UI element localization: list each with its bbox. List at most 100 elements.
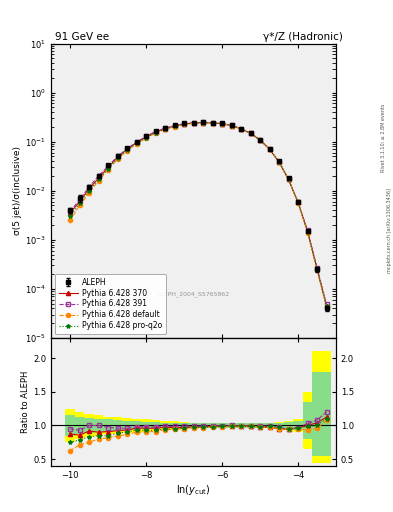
Pythia 6.428 391 [258,137,263,143]
Pythia 6.428 391 [239,125,243,132]
Pythia 6.428 370 [96,175,101,181]
Pythia 6.428 370 [210,120,215,126]
Line: Pythia 6.428 pro-q2o: Pythia 6.428 pro-q2o [68,121,329,308]
Pythia 6.428 pro-q2o [163,126,167,132]
Pythia 6.428 370 [153,129,158,135]
Pythia 6.428 370 [296,199,300,205]
Pythia 6.428 pro-q2o [153,130,158,136]
Pythia 6.428 default [68,217,72,223]
Pythia 6.428 391 [125,145,129,152]
Pythia 6.428 pro-q2o [115,155,120,161]
Pythia 6.428 pro-q2o [96,176,101,182]
Pythia 6.428 default [296,200,300,206]
Pythia 6.428 default [134,141,139,147]
Pythia 6.428 pro-q2o [220,121,224,127]
Pythia 6.428 391 [115,154,120,160]
Pythia 6.428 370 [229,122,234,129]
Pythia 6.428 391 [106,163,110,169]
Pythia 6.428 default [267,146,272,153]
Pythia 6.428 370 [248,130,253,136]
Pythia 6.428 default [77,202,82,208]
Pythia 6.428 391 [96,173,101,179]
Pythia 6.428 pro-q2o [201,120,206,126]
Pythia 6.428 391 [220,120,224,126]
Pythia 6.428 370 [267,146,272,153]
Pythia 6.428 391 [305,227,310,233]
Line: Pythia 6.428 391: Pythia 6.428 391 [68,120,329,307]
Pythia 6.428 370 [286,176,291,182]
Pythia 6.428 pro-q2o [229,122,234,129]
Pythia 6.428 391 [286,176,291,182]
Pythia 6.428 370 [277,159,281,165]
Pythia 6.428 pro-q2o [324,303,329,309]
Pythia 6.428 391 [191,120,196,126]
Pythia 6.428 default [305,229,310,236]
Pythia 6.428 370 [115,154,120,160]
Pythia 6.428 391 [153,129,158,135]
Text: 91 GeV ee: 91 GeV ee [55,32,110,42]
Pythia 6.428 pro-q2o [68,214,72,220]
Pythia 6.428 default [201,120,206,126]
Pythia 6.428 370 [68,210,72,216]
Line: Pythia 6.428 default: Pythia 6.428 default [68,121,329,309]
Pythia 6.428 default [248,130,253,136]
Pythia 6.428 pro-q2o [315,266,320,272]
Pythia 6.428 default [258,137,263,143]
Pythia 6.428 pro-q2o [106,166,110,172]
Pythia 6.428 default [87,190,92,196]
Pythia 6.428 default [239,126,243,132]
Pythia 6.428 370 [324,303,329,309]
Pythia 6.428 391 [315,265,320,271]
Pythia 6.428 370 [77,199,82,205]
Pythia 6.428 370 [87,186,92,192]
Pythia 6.428 default [106,166,110,173]
Pythia 6.428 370 [315,265,320,271]
Pythia 6.428 pro-q2o [144,135,149,141]
Pythia 6.428 391 [134,139,139,145]
Pythia 6.428 default [220,121,224,127]
Pythia 6.428 pro-q2o [125,147,129,153]
Pythia 6.428 370 [106,164,110,170]
Text: ALEPH_2004_S5765862: ALEPH_2004_S5765862 [157,291,230,296]
Pythia 6.428 pro-q2o [277,159,281,165]
Pythia 6.428 default [96,178,101,184]
Pythia 6.428 default [172,123,177,130]
Pythia 6.428 370 [239,126,243,132]
Pythia 6.428 pro-q2o [267,146,272,152]
Pythia 6.428 pro-q2o [87,188,92,194]
Legend: ALEPH, Pythia 6.428 370, Pythia 6.428 391, Pythia 6.428 default, Pythia 6.428 pr: ALEPH, Pythia 6.428 370, Pythia 6.428 39… [55,274,166,334]
Pythia 6.428 pro-q2o [248,130,253,136]
Text: mcplots.cern.ch [arXiv:1306.3436]: mcplots.cern.ch [arXiv:1306.3436] [387,188,391,273]
Pythia 6.428 pro-q2o [134,140,139,146]
Pythia 6.428 370 [134,139,139,145]
Pythia 6.428 391 [267,146,272,152]
Pythia 6.428 391 [277,159,281,165]
Pythia 6.428 default [315,267,320,273]
Pythia 6.428 391 [77,197,82,203]
Pythia 6.428 default [324,304,329,310]
Pythia 6.428 391 [144,133,149,139]
Pythia 6.428 pro-q2o [182,121,186,127]
Pythia 6.428 default [210,120,215,126]
Pythia 6.428 391 [68,208,72,215]
Pythia 6.428 pro-q2o [210,120,215,126]
Pythia 6.428 391 [163,125,167,131]
Pythia 6.428 default [191,120,196,126]
Pythia 6.428 pro-q2o [305,228,310,234]
Pythia 6.428 pro-q2o [239,126,243,132]
Pythia 6.428 default [125,148,129,154]
Pythia 6.428 370 [220,121,224,127]
X-axis label: $\ln(y_{\mathregular{cut}})$: $\ln(y_{\mathregular{cut}})$ [176,482,211,497]
Pythia 6.428 391 [201,119,206,125]
Text: γ*/Z (Hadronic): γ*/Z (Hadronic) [263,32,343,42]
Y-axis label: Ratio to ALEPH: Ratio to ALEPH [21,371,30,433]
Pythia 6.428 370 [201,119,206,125]
Pythia 6.428 default [115,156,120,162]
Pythia 6.428 391 [182,121,186,127]
Pythia 6.428 pro-q2o [77,200,82,206]
Pythia 6.428 391 [229,122,234,129]
Pythia 6.428 370 [182,121,186,127]
Pythia 6.428 default [153,130,158,136]
Pythia 6.428 pro-q2o [296,199,300,205]
Pythia 6.428 370 [163,125,167,132]
